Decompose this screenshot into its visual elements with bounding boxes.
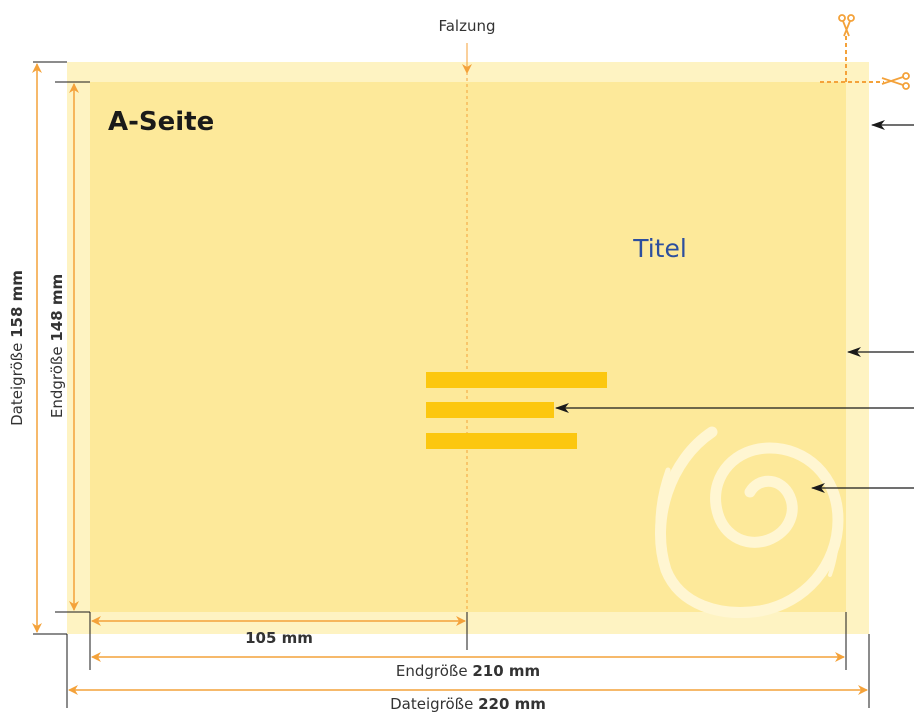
fold-label: Falzung [438, 17, 495, 35]
side-label: A-Seite [108, 107, 214, 137]
final-height-label: Endgröße 148 mm [48, 274, 66, 418]
dimension-lines [32, 63, 868, 695]
pointer-arrows [555, 120, 914, 493]
text-bar-2 [426, 402, 554, 418]
crop-guides [33, 61, 870, 708]
cut-marks [820, 36, 884, 83]
file-height-label: Dateigröße 158 mm [8, 270, 26, 426]
final-width-label: Endgröße 210 mm [396, 662, 540, 680]
text-bar-3 [426, 433, 577, 449]
scissors-icon [838, 14, 855, 37]
scissors-icon [881, 72, 910, 90]
swirl-icon [655, 426, 844, 618]
title-text: Titel [632, 234, 687, 263]
half-width-label: 105 mm [245, 629, 313, 647]
file-width-label: Dateigröße 220 mm [390, 695, 546, 713]
text-bar-1 [426, 372, 607, 388]
